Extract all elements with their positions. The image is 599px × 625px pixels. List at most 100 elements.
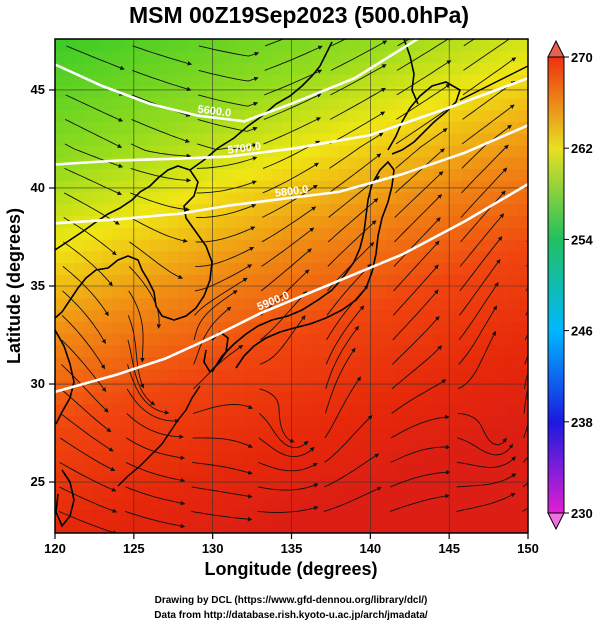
heat-cell: [433, 462, 444, 475]
heat-cell: [499, 74, 510, 87]
heat-cell: [225, 86, 236, 99]
heat-cell: [367, 497, 378, 511]
heat-cell: [310, 215, 321, 228]
heat-cell: [471, 109, 482, 122]
heat-cell: [452, 227, 463, 240]
heat-cell: [291, 450, 302, 464]
heat-cell: [244, 450, 255, 464]
colorbar-tick-label: 262: [571, 141, 593, 156]
heat-cell: [423, 286, 434, 299]
heat-cell: [244, 486, 255, 499]
heat-cell: [282, 262, 293, 275]
heat-cell: [386, 356, 397, 369]
heat-cell: [452, 250, 463, 264]
heat-cell: [357, 274, 368, 287]
heat-cell: [319, 74, 330, 87]
heat-cell: [509, 344, 520, 358]
heat-cell: [196, 62, 207, 75]
heat-cell: [310, 74, 321, 87]
heat-cell: [528, 274, 538, 286]
streamline: [60, 364, 109, 413]
heat-cell: [253, 309, 264, 322]
heat-cell: [111, 250, 122, 264]
heat-cell: [414, 474, 425, 487]
heat-cell: [187, 486, 198, 499]
heat-cell: [244, 133, 255, 146]
heat-cell: [480, 86, 491, 99]
heat-cell: [187, 203, 198, 217]
heat-cell: [263, 415, 274, 428]
heat-cell: [348, 180, 359, 193]
heat-cell: [395, 109, 406, 122]
heat-cell: [187, 121, 198, 134]
heat-cell: [386, 215, 397, 228]
heat-cell: [178, 121, 189, 134]
heat-cell: [291, 309, 302, 322]
heat-cell: [405, 144, 416, 158]
heat-cell: [414, 356, 425, 369]
heat-cell: [111, 380, 122, 393]
heat-cell: [471, 156, 482, 169]
heat-cell: [405, 109, 416, 122]
heat-cell: [386, 191, 397, 205]
heat-cell: [121, 286, 132, 299]
heat-cell: [490, 438, 501, 452]
heat-cell: [301, 97, 312, 111]
heat-cell: [518, 50, 528, 64]
heat-cell: [442, 50, 453, 64]
heat-cell: [329, 180, 340, 193]
heat-cell: [159, 144, 170, 158]
heat-cell: [92, 203, 103, 217]
heat-cell: [490, 191, 501, 205]
heat-cell: [499, 333, 510, 346]
heat-cell: [73, 427, 84, 440]
heat-cell: [386, 274, 397, 287]
heat-cell: [55, 215, 66, 228]
heat-cell: [518, 497, 528, 511]
heat-cell: [130, 486, 141, 499]
streamline: [198, 45, 260, 57]
heat-cell: [234, 403, 245, 416]
streamline: [390, 470, 451, 488]
heat-cell: [499, 356, 510, 369]
heat-cell: [73, 486, 84, 499]
heat-cell: [282, 521, 293, 533]
heat-cell: [442, 180, 453, 193]
heat-cell: [64, 191, 75, 205]
heat-cell: [338, 521, 349, 533]
streamline: [392, 264, 439, 316]
heat-cell: [329, 203, 340, 217]
heat-cell: [253, 344, 264, 358]
heat-cell: [263, 50, 274, 64]
heat-cell: [83, 344, 94, 358]
heat-cell: [73, 321, 84, 334]
heat-cell: [253, 262, 264, 275]
heat-cell: [92, 50, 103, 64]
heat-cell: [64, 262, 75, 275]
heat-cell: [291, 121, 302, 134]
heat-cell: [518, 427, 528, 440]
heat-cell: [225, 486, 236, 499]
heat-cell: [423, 86, 434, 99]
heat-cell: [319, 227, 330, 240]
heat-cell: [395, 321, 406, 334]
heat-cell: [376, 121, 387, 134]
heat-cell: [272, 215, 283, 228]
contour-label: 5800.0: [274, 184, 309, 200]
heat-cell: [130, 403, 141, 416]
heat-cell: [282, 74, 293, 87]
heat-cell: [215, 497, 226, 511]
heat-cell: [225, 403, 236, 416]
heat-cell: [509, 180, 520, 193]
heat-cell: [55, 380, 66, 393]
streamline: [393, 240, 440, 292]
heat-cell: [490, 168, 501, 181]
heat-cell: [291, 509, 302, 522]
heat-cell: [263, 309, 274, 322]
heat-cell: [253, 403, 264, 416]
heat-cell: [121, 497, 132, 511]
heat-cell: [206, 368, 217, 381]
heat-cell: [338, 356, 349, 369]
heat-cell: [376, 39, 387, 52]
heat-cell: [206, 333, 217, 346]
